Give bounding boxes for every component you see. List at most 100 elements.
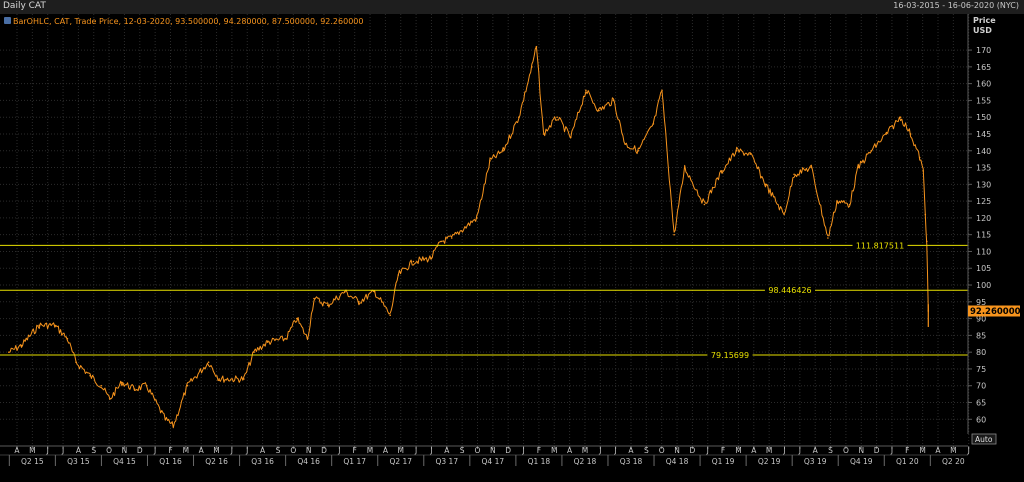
x-quarter-label: Q1 17 — [343, 457, 366, 466]
price-point[interactable] — [326, 304, 329, 307]
date-range[interactable]: 16-03-2015 - 16-06-2020 (NYC) — [893, 1, 1019, 10]
price-point[interactable] — [556, 116, 558, 118]
x-month-label: F — [721, 446, 725, 455]
price-point[interactable] — [598, 109, 600, 112]
price-point[interactable] — [133, 388, 136, 390]
price-point[interactable] — [703, 203, 706, 206]
x-month-label: J — [245, 446, 248, 455]
x-month-label: M — [29, 446, 35, 455]
x-month-label: M — [735, 446, 741, 455]
price-point[interactable] — [373, 290, 376, 293]
price-point[interactable] — [531, 66, 533, 68]
x-month-label: J — [890, 446, 893, 455]
price-point[interactable] — [186, 384, 189, 387]
price-point[interactable] — [207, 361, 210, 364]
price-point[interactable] — [783, 213, 785, 216]
price-point[interactable] — [518, 116, 520, 118]
price-point[interactable] — [243, 378, 245, 380]
price-point[interactable] — [749, 153, 752, 155]
x-month-label: A — [383, 446, 389, 455]
price-point[interactable] — [450, 237, 453, 239]
price-point[interactable] — [502, 150, 505, 152]
price-point[interactable] — [172, 425, 175, 427]
price-point[interactable] — [585, 89, 587, 92]
x-month-label: A — [813, 446, 819, 455]
price-point[interactable] — [54, 324, 56, 327]
price-point[interactable] — [735, 150, 738, 152]
price-point[interactable] — [926, 240, 928, 243]
price-series-line[interactable] — [8, 46, 929, 429]
price-point[interactable] — [569, 136, 572, 139]
price-point[interactable] — [218, 378, 220, 380]
x-month-label: S — [644, 446, 649, 455]
price-point[interactable] — [489, 160, 491, 162]
price-point[interactable] — [870, 150, 873, 152]
price-point[interactable] — [542, 133, 545, 135]
price-point[interactable] — [661, 89, 663, 92]
price-point[interactable] — [121, 381, 123, 384]
price-point[interactable] — [66, 337, 69, 340]
price-point[interactable] — [857, 166, 859, 169]
series-legend-icon[interactable] — [4, 17, 11, 24]
price-point[interactable] — [109, 398, 111, 400]
price-point[interactable] — [793, 173, 795, 176]
x-quarter-label: Q1 18 — [528, 457, 551, 466]
price-point[interactable] — [683, 166, 686, 169]
price-point[interactable] — [38, 324, 40, 327]
price-point[interactable] — [476, 217, 478, 219]
price-point[interactable] — [899, 116, 902, 118]
price-point[interactable] — [253, 351, 255, 354]
x-quarter-label: Q2 20 — [942, 457, 965, 466]
price-point[interactable] — [358, 301, 360, 303]
price-point[interactable] — [145, 384, 148, 387]
x-quarter-label: Q2 17 — [389, 457, 412, 466]
x-month-label: M — [367, 446, 373, 455]
y-tick-label: 160 — [976, 80, 991, 89]
auto-button[interactable]: Auto — [971, 433, 997, 445]
price-point[interactable] — [848, 203, 851, 206]
level-label-bg — [852, 240, 908, 251]
price-point[interactable] — [624, 143, 626, 145]
price-point[interactable] — [89, 374, 91, 377]
price-point[interactable] — [922, 170, 924, 172]
y-tick-label: 85 — [976, 331, 986, 340]
price-point[interactable] — [827, 237, 829, 239]
price-point[interactable] — [412, 260, 415, 263]
price-point[interactable] — [836, 200, 838, 202]
y-tick-label: 130 — [976, 180, 991, 189]
price-point[interactable] — [306, 337, 309, 340]
price-point[interactable] — [296, 317, 298, 320]
price-point[interactable] — [909, 133, 912, 135]
price-point[interactable] — [389, 314, 392, 317]
price-point[interactable] — [652, 123, 655, 125]
price-point[interactable] — [535, 45, 538, 48]
price-point[interactable] — [313, 297, 315, 300]
price-point[interactable] — [637, 150, 640, 152]
price-point[interactable] — [440, 240, 442, 243]
price-point[interactable] — [885, 133, 888, 135]
y-tick-label: 125 — [976, 197, 991, 206]
title-bar: Daily CAT 16-03-2015 - 16-06-2020 (NYC) — [0, 0, 1024, 15]
price-axis[interactable]: Price USD 60 65 70 75 80 85 90 95 100 105 110 115 12… — [967, 14, 996, 434]
x-month-label: M — [582, 446, 588, 455]
price-point[interactable] — [612, 99, 615, 102]
price-point[interactable] — [918, 156, 921, 159]
price-point[interactable] — [344, 290, 346, 293]
price-point[interactable] — [397, 274, 400, 276]
price-point[interactable] — [430, 257, 432, 259]
price-point[interactable] — [20, 344, 23, 347]
x-quarter-label: Q1 16 — [159, 457, 182, 466]
price-chart[interactable]: 111.817511 98.446426 79.15699 BarOHLC, CAT… — [0, 14, 1024, 482]
price-point[interactable] — [721, 170, 723, 172]
price-point[interactable] — [810, 166, 813, 169]
price-point[interactable] — [8, 351, 10, 354]
price-point[interactable] — [75, 361, 77, 364]
price-point[interactable] — [673, 233, 675, 236]
price-point[interactable] — [924, 213, 927, 216]
price-point[interactable] — [266, 341, 269, 343]
price-point[interactable] — [285, 337, 287, 340]
price-point[interactable] — [164, 418, 167, 421]
price-point[interactable] — [100, 384, 102, 387]
price-point[interactable] — [764, 183, 767, 186]
